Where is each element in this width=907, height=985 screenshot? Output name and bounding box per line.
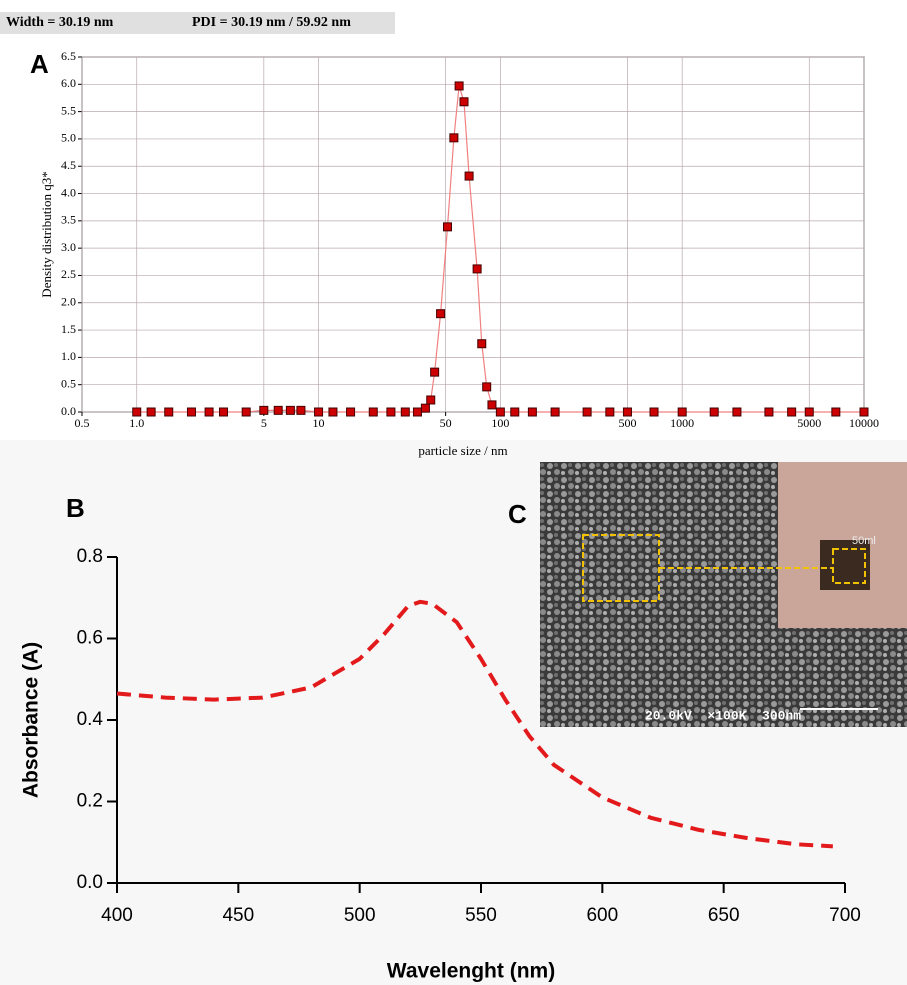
- y-tick-label: 1.0: [61, 349, 76, 363]
- marker: [732, 407, 742, 417]
- marker: [550, 407, 560, 417]
- marker: [677, 407, 687, 417]
- x-tick-label: 10: [313, 416, 325, 430]
- zoom-box: [832, 548, 866, 584]
- marker: [459, 97, 469, 107]
- y-axis-title: Absorbance (A): [20, 642, 43, 798]
- marker: [186, 407, 196, 417]
- x-tick-label: 500: [618, 416, 636, 430]
- x-tick-label: 1000: [670, 416, 694, 430]
- y-tick-label: 5.0: [61, 131, 76, 145]
- panel-label: A: [30, 49, 49, 79]
- marker: [285, 405, 295, 415]
- y-tick-label: 6.5: [61, 49, 76, 63]
- marker: [831, 407, 841, 417]
- marker: [804, 407, 814, 417]
- y-tick-label: 4.5: [61, 158, 76, 172]
- marker: [495, 407, 505, 417]
- x-tick-label: 5000: [797, 416, 821, 430]
- marker: [436, 309, 446, 319]
- y-tick-label: 2.5: [61, 267, 76, 281]
- x-tick-label: 550: [465, 905, 497, 926]
- marker: [426, 395, 436, 405]
- y-tick-label: 1.5: [61, 322, 76, 336]
- marker: [296, 405, 306, 415]
- marker: [454, 81, 464, 91]
- marker: [709, 407, 719, 417]
- marker: [164, 407, 174, 417]
- marker: [314, 407, 324, 417]
- x-tick-label: 0.5: [75, 416, 90, 430]
- y-tick-label: 3.0: [61, 240, 76, 254]
- y-axis-title: Density distribution q3*: [39, 171, 54, 297]
- y-tick-label: 0.8: [77, 546, 103, 567]
- header-band: [0, 12, 395, 34]
- marker: [368, 407, 378, 417]
- x-tick-label: 500: [344, 905, 376, 926]
- y-tick-label: 0.0: [77, 872, 103, 893]
- marker: [400, 407, 410, 417]
- marker: [241, 407, 251, 417]
- x-axis-title: Wavelenght (nm): [387, 960, 555, 983]
- marker: [449, 133, 459, 143]
- marker: [259, 405, 269, 415]
- marker: [443, 222, 453, 232]
- x-tick-label: 400: [101, 905, 133, 926]
- marker: [386, 407, 396, 417]
- x-tick-label: 1.0: [129, 416, 144, 430]
- marker: [412, 407, 422, 417]
- marker: [132, 407, 142, 417]
- marker: [649, 407, 659, 417]
- marker: [482, 382, 492, 392]
- marker: [510, 407, 520, 417]
- line: [116, 599, 833, 849]
- x-tick-label: 100: [491, 416, 509, 430]
- x-tick-label: 50: [440, 416, 452, 430]
- marker: [464, 171, 474, 181]
- marker: [527, 407, 537, 417]
- marker: [430, 367, 440, 377]
- x-tick-label: 10000: [849, 416, 879, 430]
- x-tick-label: 650: [708, 905, 740, 926]
- marker: [582, 407, 592, 417]
- y-tick-label: 0.4: [77, 709, 104, 730]
- marker: [787, 407, 797, 417]
- x-axis-title: particle size / nm: [418, 443, 507, 458]
- marker: [859, 407, 869, 417]
- x-tick-label: 450: [222, 905, 254, 926]
- x-tick-label: 700: [829, 905, 861, 926]
- x-tick-label: 600: [586, 905, 618, 926]
- x-tick-label: 5: [261, 416, 267, 430]
- marker: [204, 407, 214, 417]
- marker: [764, 407, 774, 417]
- marker: [273, 405, 283, 415]
- marker: [346, 407, 356, 417]
- header-width: Width = 30.19 nm: [6, 15, 114, 30]
- panel-label: C: [508, 499, 527, 529]
- header-pdi: PDI = 30.19 nm / 59.92 nm: [192, 15, 351, 30]
- y-tick-label: 0.0: [61, 404, 76, 418]
- y-tick-label: 0.2: [77, 791, 103, 812]
- marker: [146, 407, 156, 417]
- marker: [420, 403, 430, 413]
- y-tick-label: 6.0: [61, 76, 76, 90]
- marker: [472, 264, 482, 274]
- y-tick-label: 2.0: [61, 295, 76, 309]
- y-tick-label: 3.5: [61, 213, 76, 227]
- panel-label: B: [66, 493, 85, 523]
- marker: [477, 339, 487, 349]
- y-tick-label: 0.5: [61, 376, 76, 390]
- marker: [605, 407, 615, 417]
- sem-caption: 20.0kV ×100K 300nm: [645, 708, 801, 723]
- y-tick-label: 5.5: [61, 103, 76, 117]
- marker: [622, 407, 632, 417]
- marker: [487, 400, 497, 410]
- y-tick-label: 4.0: [61, 185, 76, 199]
- y-tick-label: 0.6: [77, 628, 103, 649]
- marker: [328, 407, 338, 417]
- marker: [218, 407, 228, 417]
- vial-label: 50ml: [852, 535, 876, 547]
